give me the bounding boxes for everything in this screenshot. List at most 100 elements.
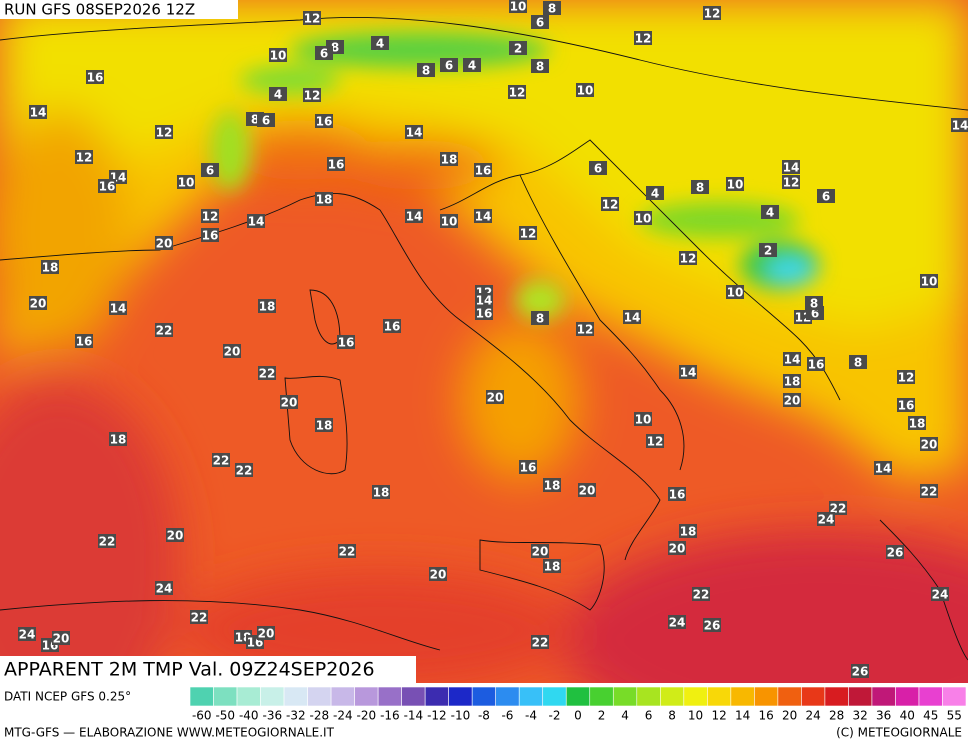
label-box [508, 85, 526, 99]
label-box [531, 635, 549, 649]
label-box [315, 46, 333, 60]
legend: -60 -50 -40 -36 -32 -28 -24 -20 -16 -14 -12 -10 -8 -6… [189, 686, 967, 723]
label-box [679, 524, 697, 538]
map-value: 10 [510, 0, 527, 14]
label-box [177, 175, 195, 189]
label-box [703, 618, 721, 632]
label-box [201, 209, 219, 223]
legend-label: -20 [357, 709, 377, 723]
label-box [109, 301, 127, 315]
label-box [75, 150, 93, 164]
map-value: 8 [548, 2, 556, 16]
map-value: 12 [509, 86, 526, 100]
label-box [315, 192, 333, 206]
label-box [475, 306, 493, 320]
label-box [897, 370, 915, 384]
legend-label: 10 [688, 709, 703, 723]
source-label: DATI NCEP GFS 0.25° [4, 690, 131, 704]
map-value: 10 [577, 84, 594, 98]
legend-swatch [424, 686, 449, 707]
legend-label: 40 [900, 709, 915, 723]
label-box [931, 587, 949, 601]
map-value: 8 [536, 60, 544, 74]
legend-label: -2 [549, 709, 561, 723]
map-value: 4 [651, 187, 659, 201]
map-value: 16 [669, 488, 686, 502]
label-box [668, 487, 686, 501]
credit-label: MTG-GFS — ELABORAZIONE WWW.METEOGIORNALE… [4, 726, 335, 740]
map-value: 22 [532, 636, 549, 650]
map-value: 10 [178, 176, 195, 190]
label-box [303, 11, 321, 25]
map-value: 14 [248, 215, 265, 229]
label-box [29, 296, 47, 310]
label-box [531, 544, 549, 558]
label-box [475, 293, 493, 307]
copyright-label: (C) METEOGIORNALE [836, 726, 962, 740]
map-value: 20 [921, 438, 938, 452]
legend-label: 32 [853, 709, 868, 723]
legend-swatch [471, 686, 496, 707]
legend-label: -28 [310, 709, 330, 723]
map-value: 14 [624, 311, 641, 325]
map-value: 18 [441, 153, 458, 167]
legend-swatch [189, 686, 214, 707]
legend-label: 8 [668, 709, 676, 723]
label-box [920, 437, 938, 451]
label-box [258, 366, 276, 380]
label-box [371, 36, 389, 50]
map-value: 16 [99, 180, 116, 194]
map-value: 8 [251, 113, 259, 127]
map-value: 12 [680, 252, 697, 266]
legend-swatch [918, 686, 943, 707]
label-box [805, 296, 823, 310]
map-value: 16 [476, 307, 493, 321]
map-value: 14 [680, 366, 697, 380]
label-box [429, 567, 447, 581]
label-box [726, 177, 744, 191]
legend-label: 28 [829, 709, 844, 723]
label-box [908, 416, 926, 430]
label-box [474, 209, 492, 223]
map-value: 10 [727, 286, 744, 300]
label-box [851, 664, 869, 678]
map-value: 22 [213, 454, 230, 468]
map-value: 14 [475, 210, 492, 224]
map-value: 12 [304, 89, 321, 103]
legend-label: 0 [574, 709, 582, 723]
map-value: 8 [854, 356, 862, 370]
legend-label: -4 [525, 709, 537, 723]
label-box [782, 175, 800, 189]
map-value: 4 [766, 206, 774, 220]
legend-label: -40 [239, 709, 259, 723]
label-box [646, 434, 664, 448]
label-box [405, 209, 423, 223]
map-value: 14 [406, 126, 423, 140]
label-box [920, 484, 938, 498]
legend-label: 24 [806, 709, 821, 723]
label-box [679, 251, 697, 265]
label-box [463, 58, 481, 72]
map-value: 16 [316, 115, 333, 129]
map-value: 6 [594, 162, 602, 176]
map-value: 20 [281, 396, 298, 410]
map-value: 2 [514, 42, 522, 56]
label-box [759, 243, 777, 257]
label-box [212, 453, 230, 467]
map-value: 20 [156, 237, 173, 251]
label-box [440, 214, 458, 228]
legend-label: 16 [758, 709, 773, 723]
map-value: 2 [764, 244, 772, 258]
label-box [166, 528, 184, 542]
legend-swatch [754, 686, 779, 707]
map-value: 12 [202, 210, 219, 224]
legend-swatch [565, 686, 591, 707]
label-box [98, 179, 116, 193]
legend-swatch [542, 686, 567, 707]
legend-swatch [377, 686, 402, 707]
map-value: 18 [110, 433, 127, 447]
label-box [372, 485, 390, 499]
legend-label: 14 [735, 709, 750, 723]
map-value: 10 [921, 275, 938, 289]
map-value: 20 [579, 484, 596, 498]
